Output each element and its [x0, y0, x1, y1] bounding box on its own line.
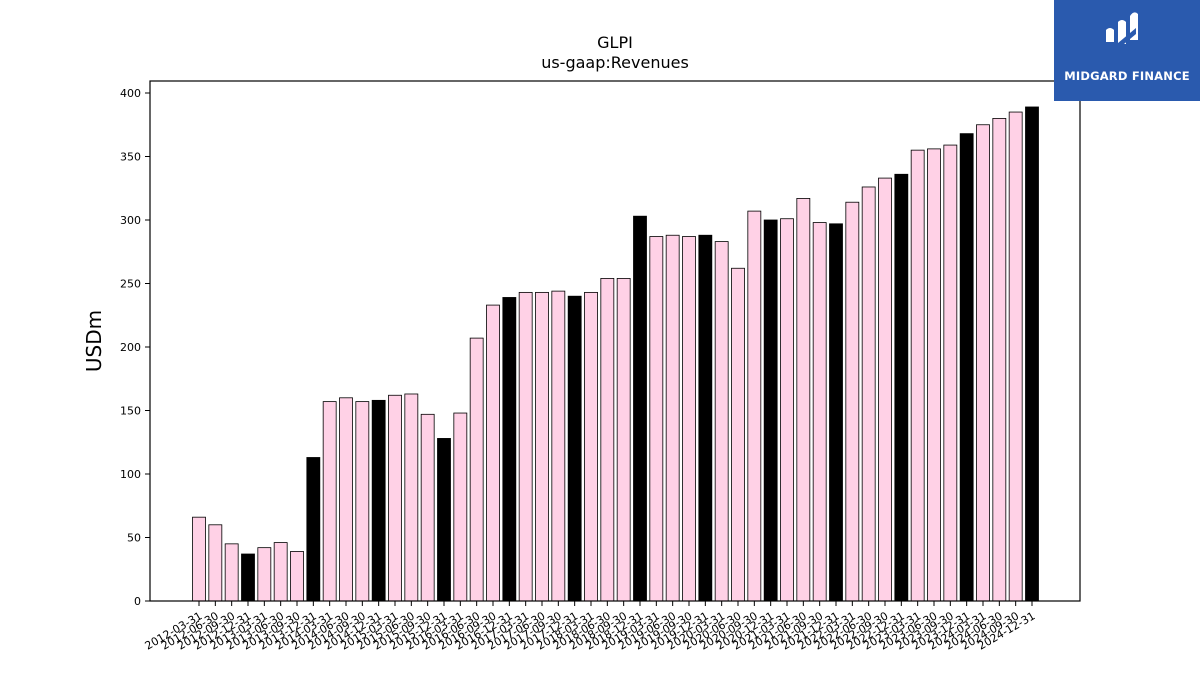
y-axis-label: USDm [82, 310, 106, 372]
bar-2014-09-30 [355, 401, 370, 602]
bar-2020-06-30 [731, 267, 745, 602]
bar-2022-06-30 [861, 186, 876, 602]
bar-2015-09-30 [420, 413, 435, 602]
y-tick-label: 200 [120, 341, 141, 354]
bar-2022-12-31 [894, 173, 909, 602]
bar-2022-03-31 [845, 201, 860, 602]
bar-2023-09-30 [943, 144, 958, 602]
plot-frame [149, 80, 1081, 602]
bar-2021-12-31 [829, 223, 843, 602]
bar-2012-09-30 [224, 543, 239, 602]
y-tick-label: 350 [120, 151, 141, 164]
bar-2012-06-30 [208, 524, 223, 602]
logo-mark-icon [1106, 12, 1138, 54]
bar-2020-09-30 [747, 210, 762, 602]
y-tick-label: 0 [134, 595, 141, 608]
logo-text: MIDGARD FINANCE [1064, 69, 1190, 83]
chart-title: GLPI [597, 33, 633, 52]
bar-2023-12-31 [959, 133, 974, 602]
bar-2024-03-31 [976, 124, 990, 602]
y-tick-label: 250 [120, 278, 141, 291]
bar-2023-03-31 [910, 149, 925, 602]
bar-2015-03-31 [388, 394, 402, 602]
bar-2018-06-30 [600, 278, 615, 602]
bar-2017-06-30 [535, 291, 549, 602]
bar-2016-06-30 [469, 337, 484, 602]
y-tick-label: 50 [127, 532, 141, 545]
bar-2015-12-31 [437, 438, 451, 602]
bar-2019-12-31 [698, 234, 713, 602]
bar-2017-12-31 [567, 295, 582, 602]
bar-2020-12-31 [763, 219, 778, 602]
y-tick-label: 300 [120, 214, 141, 227]
bar-2012-12-31 [241, 553, 255, 602]
bar-2022-09-30 [878, 177, 892, 602]
bar-2018-12-31 [633, 215, 647, 602]
bar-2012-03-31 [192, 516, 206, 602]
bar-2018-03-31 [584, 291, 598, 602]
bar-2015-06-30 [404, 393, 419, 602]
bar-2024-06-30 [992, 118, 1007, 602]
bar-2016-12-31 [502, 297, 517, 602]
bar-2016-03-31 [453, 412, 468, 602]
bar-2014-03-31 [322, 401, 337, 602]
bar-2020-03-31 [714, 241, 729, 602]
bar-2017-03-31 [518, 291, 533, 602]
y-tick-label: 100 [120, 468, 141, 481]
bar-2019-06-30 [665, 234, 680, 602]
y-tick-label: 400 [120, 87, 141, 100]
bar-2021-09-30 [812, 222, 827, 602]
bar-2019-03-31 [649, 236, 664, 602]
bar-2013-09-30 [290, 551, 304, 602]
bar-2013-03-31 [257, 547, 272, 602]
midgard-finance-logo: MIDGARD FINANCE [1054, 0, 1200, 101]
bar-2017-09-30 [551, 290, 566, 602]
bar-2014-06-30 [339, 397, 353, 602]
bar-2024-12-31 [1025, 106, 1039, 602]
bar-2016-09-30 [486, 304, 500, 602]
chart-subtitle: us-gaap:Revenues [541, 53, 689, 72]
x-axis-ticks: 2012-03-312012-06-302012-09-302012-12-31… [143, 601, 1038, 653]
bar-2014-12-31 [371, 399, 386, 602]
bar-2021-03-31 [780, 218, 794, 602]
y-axis-ticks: 0 50 100 150 200 250 300 350 400 [120, 87, 150, 608]
bar-2019-09-30 [682, 236, 696, 602]
y-tick-label: 150 [120, 405, 141, 418]
bars-group [192, 106, 1039, 602]
bar-2021-06-30 [796, 198, 811, 602]
bar-2013-12-31 [306, 457, 321, 602]
bar-2024-09-30 [1008, 111, 1023, 602]
bar-2018-09-30 [616, 278, 631, 602]
bar-2013-06-30 [273, 542, 288, 602]
bar-2023-06-30 [927, 148, 941, 602]
